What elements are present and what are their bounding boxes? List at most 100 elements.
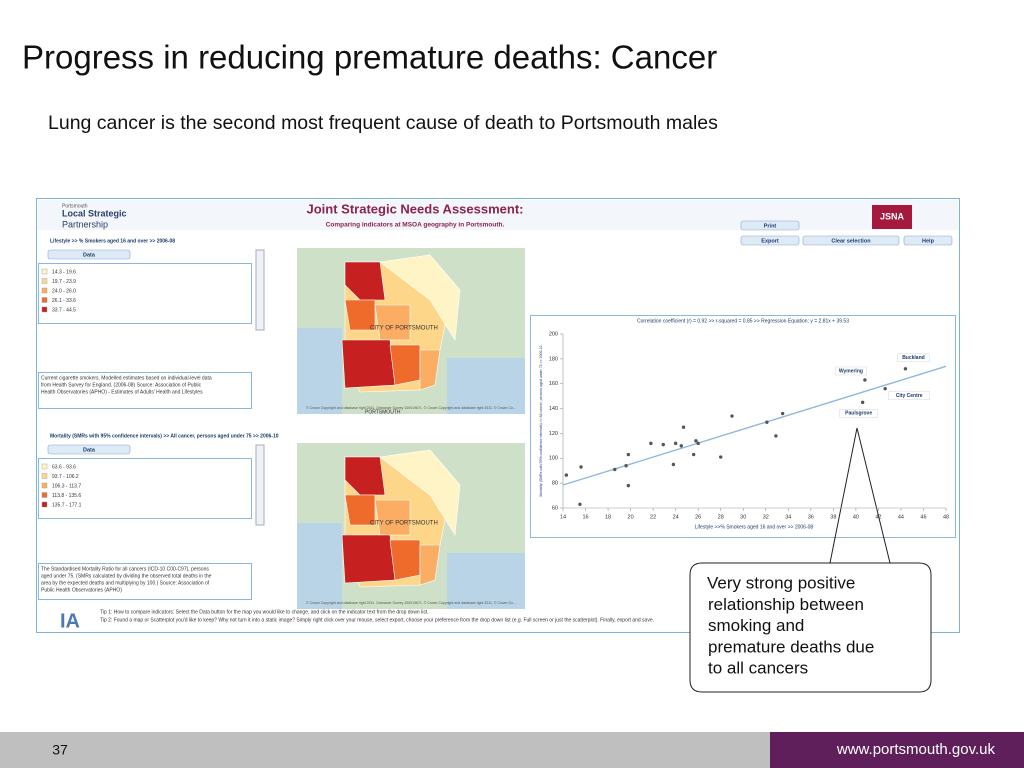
data-button-label[interactable]: Data xyxy=(83,252,96,258)
x-tick-label: 32 xyxy=(763,514,769,520)
x-tick-label: 30 xyxy=(740,514,746,520)
slide-subtitle: Lung cancer is the second most frequent … xyxy=(48,112,718,134)
x-tick-label: 28 xyxy=(718,514,724,520)
description-box xyxy=(38,563,252,600)
legend-label: 63.6 - 93.6 xyxy=(52,464,76,470)
point xyxy=(681,425,686,429)
y-tick-label: 100 xyxy=(549,456,558,462)
legend-swatch xyxy=(41,482,48,489)
point xyxy=(679,444,683,448)
app-header xyxy=(38,200,958,230)
page-number: 37 xyxy=(52,742,68,758)
legend-label: 135.7 - 177.1 xyxy=(52,502,82,508)
app-logo: IA xyxy=(60,610,80,632)
point-label-box xyxy=(839,409,878,418)
description-box xyxy=(38,372,252,409)
data-button-label[interactable]: Data xyxy=(83,447,96,453)
x-tick-label: 20 xyxy=(628,514,634,520)
description-line: area by the expected deaths and multiply… xyxy=(41,580,210,586)
map-area xyxy=(419,544,441,586)
description-line: Health Observatories (APHO) - Estimates … xyxy=(41,389,203,395)
point xyxy=(863,378,867,382)
point xyxy=(624,464,628,468)
point-label-box xyxy=(897,353,930,362)
indicator-label: Mortality (SMRs with 95% confidence inte… xyxy=(50,433,279,439)
map-sea xyxy=(447,553,525,609)
point xyxy=(578,502,582,506)
legend-label: 93.7 - 106.2 xyxy=(52,474,79,480)
footer-left xyxy=(0,732,770,768)
point xyxy=(649,441,653,446)
x-tick-label: 44 xyxy=(898,514,904,520)
footer-url: www.portsmouth.gov.uk xyxy=(836,741,996,758)
legend-label: 14.3 - 19.6 xyxy=(52,269,76,275)
point xyxy=(774,434,778,438)
indicator-label: Lifestyle >> % Smokers aged 16 and over … xyxy=(50,238,175,244)
legend-swatch xyxy=(41,492,48,498)
x-tick-label: 18 xyxy=(605,514,611,520)
app-title: Joint Strategic Needs Assessment: xyxy=(307,201,524,216)
scrollbar xyxy=(255,444,265,526)
legend-swatch xyxy=(41,463,48,470)
point xyxy=(626,452,631,457)
point-label: Paulsgrove xyxy=(845,411,872,417)
legend-label: 106.3 - 113.7 xyxy=(52,483,81,489)
data-button[interactable] xyxy=(47,249,131,260)
button-label[interactable]: Print xyxy=(764,223,777,229)
legend-box xyxy=(38,458,252,519)
legend-swatch xyxy=(41,501,48,508)
legend-swatch xyxy=(41,287,48,294)
point xyxy=(691,452,696,457)
legend-label: 26.1 - 33.6 xyxy=(52,298,76,304)
button[interactable]: Print xyxy=(740,220,800,231)
point xyxy=(671,462,676,467)
map-area xyxy=(379,254,461,341)
point xyxy=(730,414,734,418)
map-copyright: © Crown Copyright and database right 201… xyxy=(306,601,516,605)
legend-box xyxy=(38,263,252,324)
callout-box xyxy=(689,562,932,693)
legend-swatch xyxy=(41,306,48,313)
x-tick-label: 38 xyxy=(830,514,836,520)
callout-line: premature deaths due xyxy=(708,637,874,656)
button-label[interactable]: Export xyxy=(761,238,779,244)
description-line: Public Health Observatories (APHO) xyxy=(41,587,122,593)
button[interactable]: Clear selection xyxy=(802,235,900,246)
point xyxy=(661,442,665,447)
map-sea xyxy=(447,358,525,414)
y-tick-label: 120 xyxy=(549,431,558,437)
y-tick-label: 180 xyxy=(549,356,558,362)
map-area xyxy=(374,499,411,536)
button[interactable]: Help xyxy=(903,235,953,246)
map-label: CITY OF PORTSMOUTH xyxy=(370,326,438,332)
map-area xyxy=(344,299,376,331)
x-axis-label: Lifestyle >>% Smokers aged 16 and over >… xyxy=(695,524,814,530)
legend-label: 19.7 - 23.9 xyxy=(52,279,76,285)
map-sea xyxy=(297,523,342,609)
footer-right xyxy=(770,732,1024,768)
data-button[interactable] xyxy=(47,444,131,455)
point xyxy=(696,441,700,446)
y-tick-label: 80 xyxy=(552,481,558,487)
legend-swatch xyxy=(41,297,48,303)
legend-swatch xyxy=(41,268,48,275)
jsna-text: JSNA xyxy=(880,211,905,221)
app-subtitle: Comparing indicators at MSOA geography i… xyxy=(326,222,505,229)
logo-main: Local Strategic xyxy=(62,208,127,218)
point xyxy=(883,386,887,391)
callout-line: Very strong positive xyxy=(707,573,855,592)
legend-label: 113.8 - 135.6 xyxy=(52,493,81,499)
tip: Tip 2: Found a map or Scatterplot you'd … xyxy=(100,617,654,623)
y-axis-label: Mortality (SMRs with 95% confidence inte… xyxy=(539,345,543,496)
description-line: The Standardised Mortality Ratio for all… xyxy=(41,566,209,572)
slide-title: Progress in reducing premature deaths: C… xyxy=(22,39,717,76)
logo-small: Portsmouth xyxy=(62,203,88,209)
button-label[interactable]: Help xyxy=(922,238,935,244)
x-tick-label: 40 xyxy=(853,514,859,520)
button[interactable]: Export xyxy=(740,235,800,246)
point xyxy=(564,473,569,477)
map-area xyxy=(344,494,376,526)
x-tick-label: 34 xyxy=(785,514,791,520)
scrollbar xyxy=(255,249,265,331)
button-label[interactable]: Clear selection xyxy=(831,238,871,244)
